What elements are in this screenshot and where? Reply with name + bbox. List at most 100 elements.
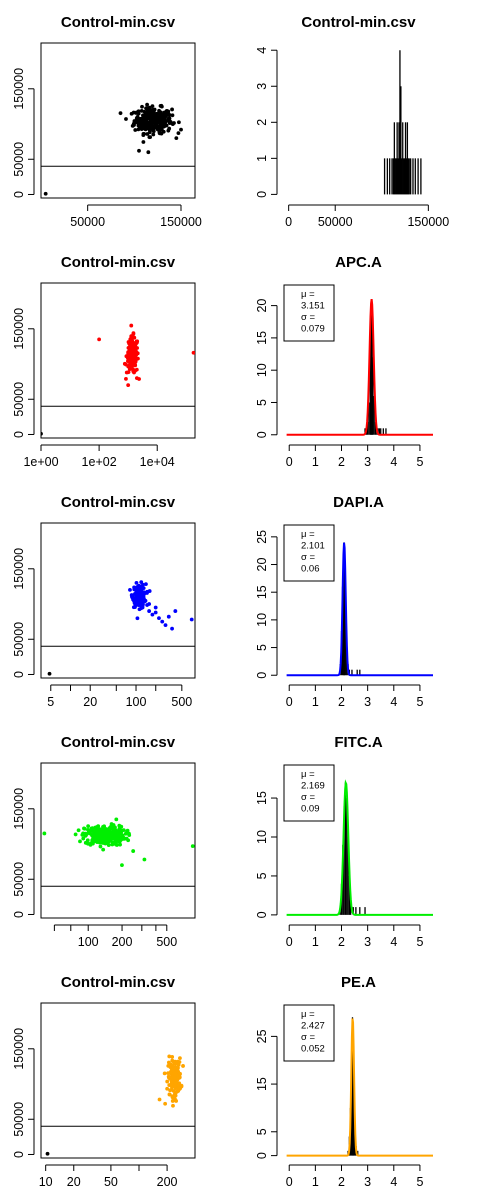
chart-title: Control-min.csv <box>61 974 176 991</box>
scatter-point <box>123 831 128 836</box>
x-tick-label: 500 <box>156 935 177 949</box>
y-tick-label: 150000 <box>12 788 26 830</box>
scatter-point <box>165 1079 170 1084</box>
scatter-point <box>152 107 157 112</box>
scatter-point <box>162 1071 167 1076</box>
scatter-point <box>139 580 144 585</box>
scatter-point <box>169 1087 174 1092</box>
legend-text: σ = <box>301 552 316 563</box>
scatter-point <box>137 119 142 124</box>
legend-box <box>283 1004 335 1062</box>
x-tick-label: 4 <box>390 695 397 709</box>
scatter-point <box>147 135 152 140</box>
scatter-point <box>117 823 122 828</box>
y-tick-label: 15 <box>255 1077 269 1091</box>
scatter-points <box>41 102 195 196</box>
x-tick-label: 50000 <box>318 215 353 229</box>
scatter-point <box>145 102 150 107</box>
legend-text: 3.151 <box>301 301 325 312</box>
y-tick-label: 0 <box>255 672 269 679</box>
scatter-point <box>131 358 136 363</box>
y-tick-label: 15 <box>255 585 269 599</box>
scatter-point <box>145 132 150 136</box>
scatter-point <box>136 599 141 604</box>
scatter-point <box>141 140 146 144</box>
y-tick-label: 150000 <box>12 308 26 350</box>
scatter-point <box>178 1085 183 1090</box>
scatter-point <box>167 1054 172 1059</box>
plot-frame <box>40 762 196 919</box>
scatter-point <box>114 817 119 822</box>
y-tick-label: 0 <box>255 911 269 918</box>
x-tick-label: 50 <box>104 1175 118 1189</box>
scatter-point <box>117 839 122 843</box>
scatter-point <box>108 832 113 836</box>
scatter-point <box>174 1079 179 1084</box>
x-tick-label: 5 <box>416 1175 423 1189</box>
scatter-point <box>159 115 164 120</box>
x-tick-label: 150000 <box>160 215 202 229</box>
y-tick-label: 50000 <box>12 1102 26 1137</box>
scatter-point <box>157 1097 162 1102</box>
legend-text: σ = <box>301 1032 316 1043</box>
x-tick-label: 0 <box>286 695 293 709</box>
x-tick-label: 4 <box>390 455 397 469</box>
normal-curve <box>286 779 433 916</box>
scatter-point <box>126 838 131 843</box>
scatter-point <box>101 828 106 833</box>
scatter-point <box>170 1055 175 1059</box>
scatter-point <box>181 1064 185 1068</box>
scatter-point <box>136 603 141 608</box>
scatter-point <box>43 191 48 196</box>
y-tick-label: 5 <box>255 872 269 879</box>
chart-title: DAPI.A <box>333 494 384 511</box>
chart-panel-3: Control-min.csv 1e+00 1e+02 1e+04 0 50000 1500… <box>12 254 196 469</box>
scatter-point <box>114 839 118 844</box>
scatter-point <box>147 589 152 593</box>
scatter-point <box>124 376 128 381</box>
y-tick-label: 20 <box>255 299 269 313</box>
scatter-point <box>134 367 139 372</box>
scatter-point <box>147 120 152 125</box>
chart-title: Control-min.csv <box>61 254 176 271</box>
scatter-point <box>131 331 136 336</box>
legend-text: 0.06 <box>301 564 320 575</box>
scatter-point <box>153 610 158 615</box>
y-tick-label: 5 <box>255 644 269 651</box>
y-tick-label: 25 <box>255 530 269 544</box>
scatter-point <box>133 128 138 132</box>
legend-text: 2.427 <box>301 1021 325 1032</box>
scatter-point <box>141 115 146 120</box>
y-tick-label: 0 <box>255 191 269 198</box>
y-tick-label: 10 <box>255 830 269 844</box>
scatter-point <box>120 833 125 838</box>
scatter-point <box>135 589 140 593</box>
scatter-point <box>176 131 181 136</box>
x-tick-label: 20 <box>83 695 97 709</box>
x-tick-label: 5 <box>47 695 54 709</box>
scatter-point <box>163 1101 168 1106</box>
y-tick-label: 50000 <box>12 622 26 657</box>
y-tick-label: 25 <box>255 1029 269 1043</box>
scatter-point <box>178 1056 182 1061</box>
scatter-point <box>167 1092 172 1097</box>
chart-title: APC.A <box>335 254 382 271</box>
scatter-points <box>41 323 195 436</box>
x-tick-label: 5 <box>416 455 423 469</box>
y-tick-label: 5 <box>255 1128 269 1135</box>
x-tick-label: 200 <box>157 1175 178 1189</box>
scatter-point <box>80 833 85 837</box>
scatter-point <box>131 341 136 346</box>
y-tick-label: 0 <box>255 431 269 438</box>
scatter-point <box>41 431 43 436</box>
y-tick-label: 150000 <box>12 1028 26 1070</box>
y-tick-label: 150000 <box>12 548 26 590</box>
scatter-point <box>101 836 106 841</box>
scatter-point <box>127 348 132 353</box>
scatter-point <box>172 1061 177 1066</box>
scatter-point <box>88 831 93 836</box>
scatter-point <box>130 353 134 358</box>
scatter-point <box>101 847 106 852</box>
